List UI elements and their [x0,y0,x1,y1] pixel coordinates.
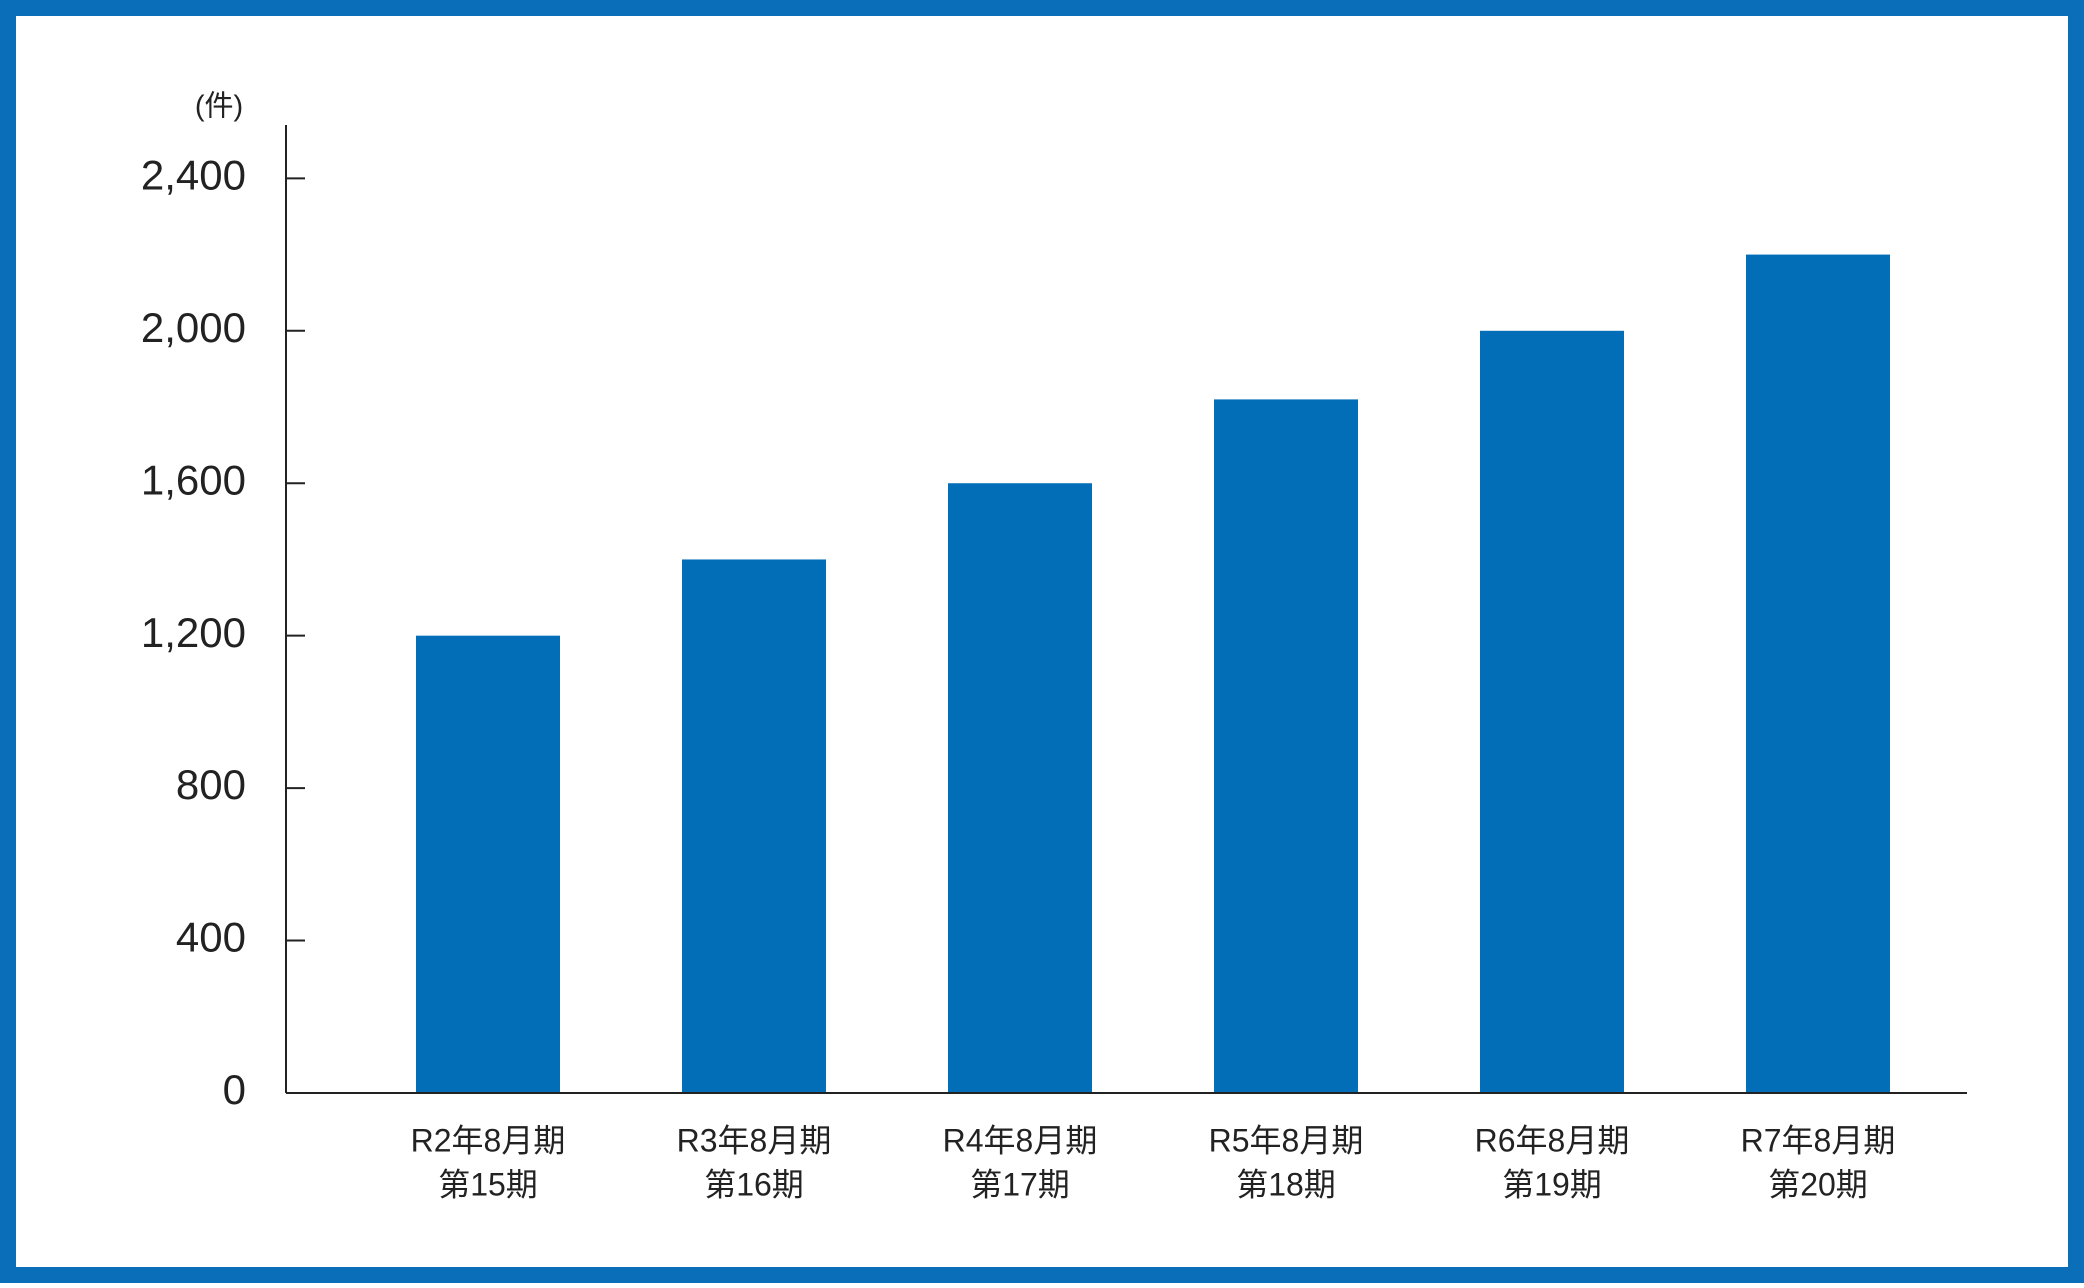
x-tick-label: 第19期 [1502,1166,1602,1202]
x-tick-label: 第20期 [1768,1166,1868,1202]
y-tick-label: 0 [223,1066,246,1113]
bar [682,559,826,1093]
bar [1480,330,1624,1093]
x-tick-label: R5年8月期 [1209,1122,1364,1158]
x-tick-label: R2年8月期 [411,1122,566,1158]
x-tick-label: 第16期 [704,1166,804,1202]
x-tick-label: R3年8月期 [677,1122,832,1158]
y-tick-label: 1,200 [141,609,246,656]
x-tick-label: 第18期 [1236,1166,1336,1202]
y-tick-label: 2,000 [141,304,246,351]
bar [948,483,1092,1093]
y-tick-label: 400 [176,914,246,961]
x-tick-label: R4年8月期 [943,1122,1098,1158]
y-tick-label: 1,600 [141,456,246,503]
bar [1214,399,1358,1094]
x-tick-label: 第15期 [438,1166,538,1202]
x-tick-label: R6年8月期 [1475,1122,1630,1158]
x-tick-label: 第17期 [970,1166,1070,1202]
y-unit-label: (件) [195,90,243,123]
y-tick-label: 800 [176,761,246,808]
bar [416,635,560,1093]
y-tick-label: 2,400 [141,151,246,198]
x-tick-label: R7年8月期 [1741,1122,1896,1158]
bar [1746,254,1890,1093]
